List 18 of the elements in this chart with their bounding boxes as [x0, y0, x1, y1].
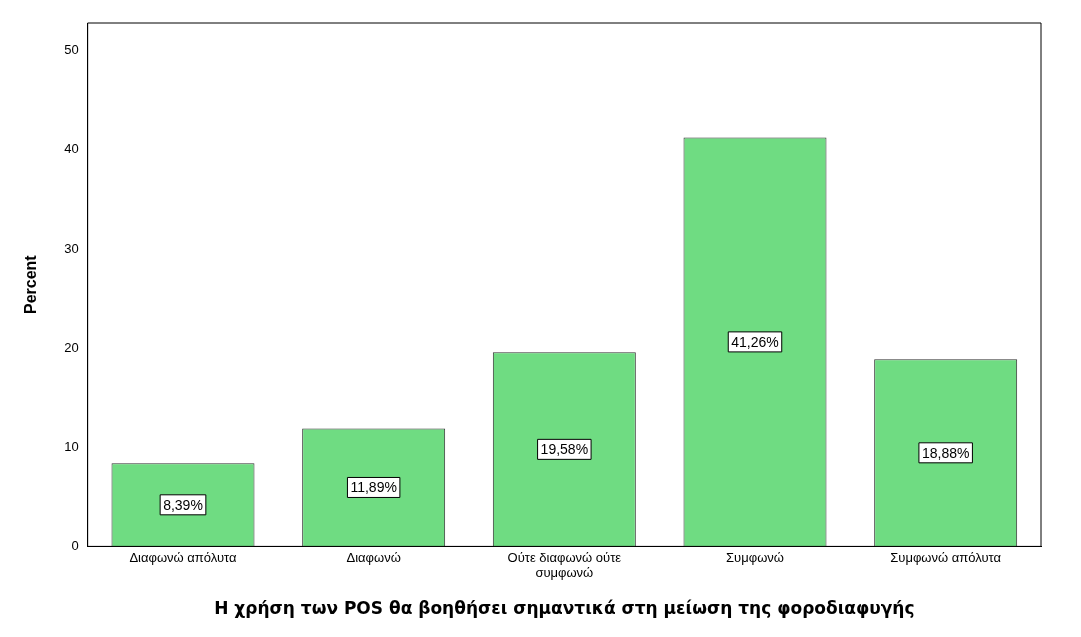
data-label: 41,26% — [731, 333, 779, 350]
x-tick-label: Συμφωνώ απόλυτα — [890, 549, 1002, 565]
y-tick-label: 30 — [64, 240, 79, 256]
y-tick-label: 50 — [64, 42, 79, 58]
x-tick-label: Ούτε διαφωνώ ούτε συμφωνώ — [507, 549, 622, 581]
y-tick-label: 0 — [71, 537, 79, 553]
y-tick-label: 20 — [64, 339, 79, 355]
data-label: 8,39% — [163, 496, 203, 513]
data-label: 19,58% — [540, 441, 589, 458]
x-tick-label: Διαφωνώ — [346, 549, 401, 565]
data-label: 11,89% — [350, 479, 397, 496]
data-label: 18,88% — [921, 444, 970, 461]
x-tick-label: Συμφωνώ — [726, 549, 784, 565]
x-axis-title: Η χρήση των POS θα βοηθήσει σημαντικά στη μείωση της φοροδιαφυγής — [214, 598, 915, 619]
y-tick-label: 40 — [64, 141, 79, 157]
y-axis-title: Percent — [22, 254, 40, 315]
x-tick-label: Διαφωνώ απόλυτα — [129, 549, 238, 565]
y-tick-label: 10 — [64, 438, 79, 454]
